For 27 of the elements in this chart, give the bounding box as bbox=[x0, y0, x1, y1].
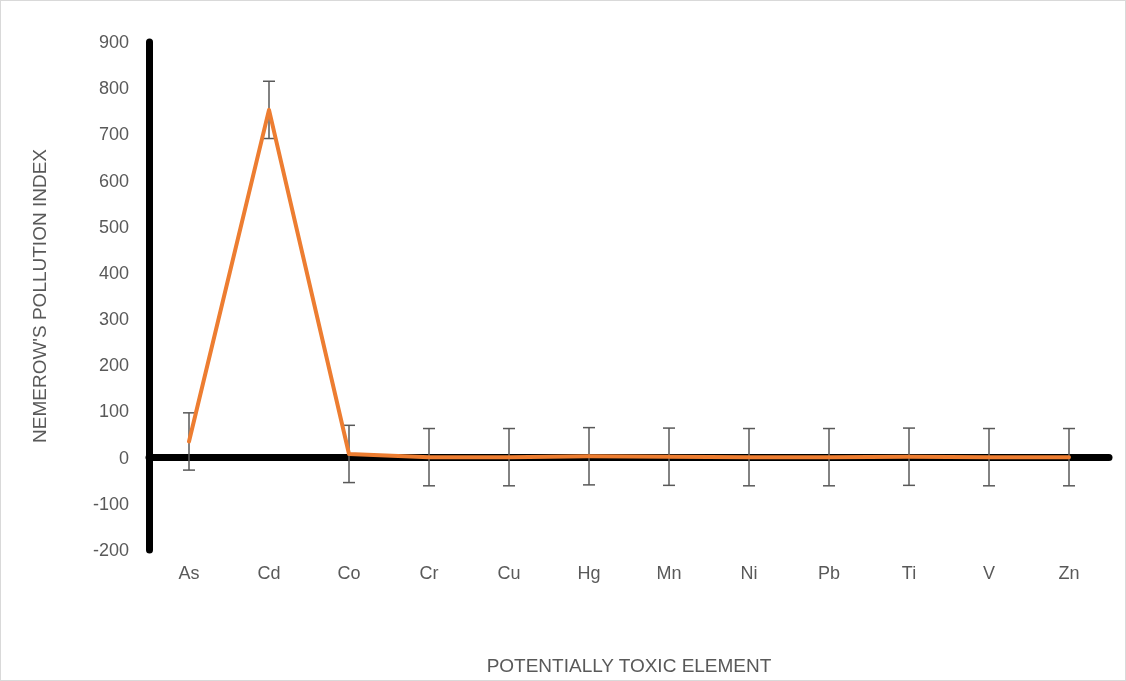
y-tick-label: -200 bbox=[92, 540, 129, 560]
y-tick-label: 800 bbox=[98, 78, 129, 99]
y-tick-label: 200 bbox=[98, 355, 129, 376]
y-tick-label: 700 bbox=[98, 124, 129, 145]
x-tick-label: Mn bbox=[656, 563, 682, 583]
x-tick-label: Cu bbox=[497, 563, 521, 583]
x-tick-label: Ni bbox=[740, 563, 758, 583]
x-tick-label: Ti bbox=[901, 563, 917, 583]
y-tick-label: 400 bbox=[98, 262, 129, 283]
x-tick-label: Pb bbox=[817, 563, 841, 583]
y-tick-label: -100 bbox=[92, 493, 129, 514]
line-series bbox=[187, 107, 1071, 460]
x-tick-label: Cd bbox=[257, 563, 281, 583]
y-tick-label: 300 bbox=[98, 309, 129, 330]
x-tick-label: Cr bbox=[419, 563, 439, 583]
x-tick-label: V bbox=[982, 563, 996, 583]
x-tick-label: Zn bbox=[1058, 563, 1080, 583]
y-tick-label: 900 bbox=[98, 32, 129, 52]
x-axis-title: POTENTIALLY TOXIC ELEMENT bbox=[486, 655, 772, 676]
y-tick-label: 600 bbox=[98, 170, 129, 191]
y-tick-label: 0 bbox=[118, 447, 129, 468]
x-tick-label: As bbox=[178, 563, 200, 583]
x-tick-label: Co bbox=[337, 563, 361, 583]
x-tick-label: Hg bbox=[577, 563, 601, 583]
y-tick-label: 500 bbox=[98, 216, 129, 237]
y-axis-title: NEMEROW'S POLLUTION INDEX bbox=[29, 148, 50, 443]
y-tick-label: 100 bbox=[98, 401, 129, 422]
